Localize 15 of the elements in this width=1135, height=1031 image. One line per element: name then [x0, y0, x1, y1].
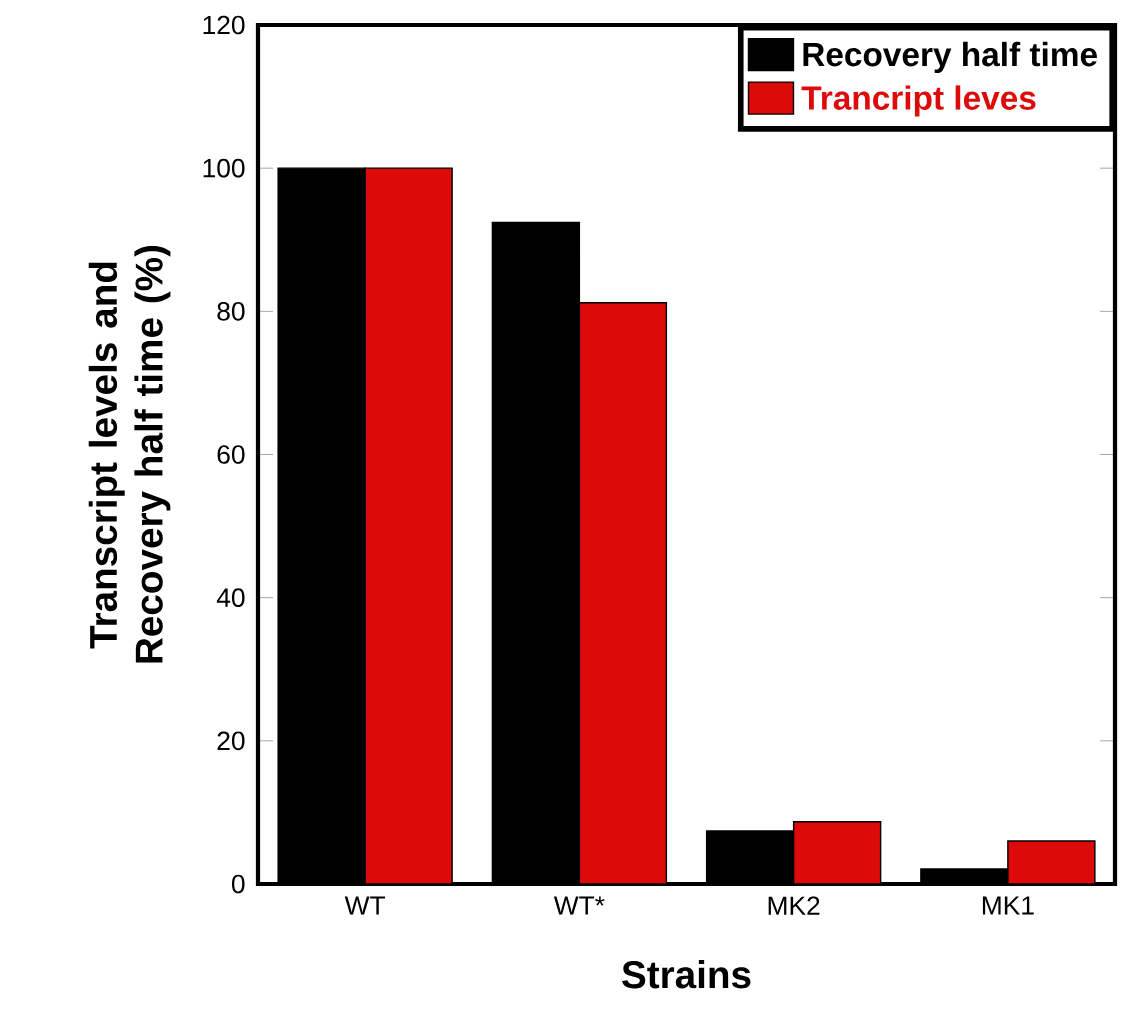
legend-label: Recovery half time	[803, 41, 1097, 73]
x-tick-label: WT	[344, 896, 386, 915]
x-tick-label: MK2	[768, 896, 820, 915]
y-tick-label: 60	[217, 445, 245, 464]
y-axis-title: Transcript levels and Recovery half time (%)	[88, 245, 171, 663]
y-tick-label: 20	[217, 731, 245, 751]
x-axis-title: Strains	[622, 960, 751, 989]
y-tick-label: 120	[203, 15, 245, 35]
y-tick-label: 100	[203, 158, 245, 178]
y-tick-label: 40	[216, 588, 245, 608]
y-tick-label: 80	[217, 301, 245, 321]
x-tick-label: WT*	[553, 896, 605, 915]
legend-label: Trancript leves	[801, 85, 1036, 117]
x-tick-label: MK1	[982, 896, 1034, 915]
y-tick-label: 0	[231, 874, 245, 894]
